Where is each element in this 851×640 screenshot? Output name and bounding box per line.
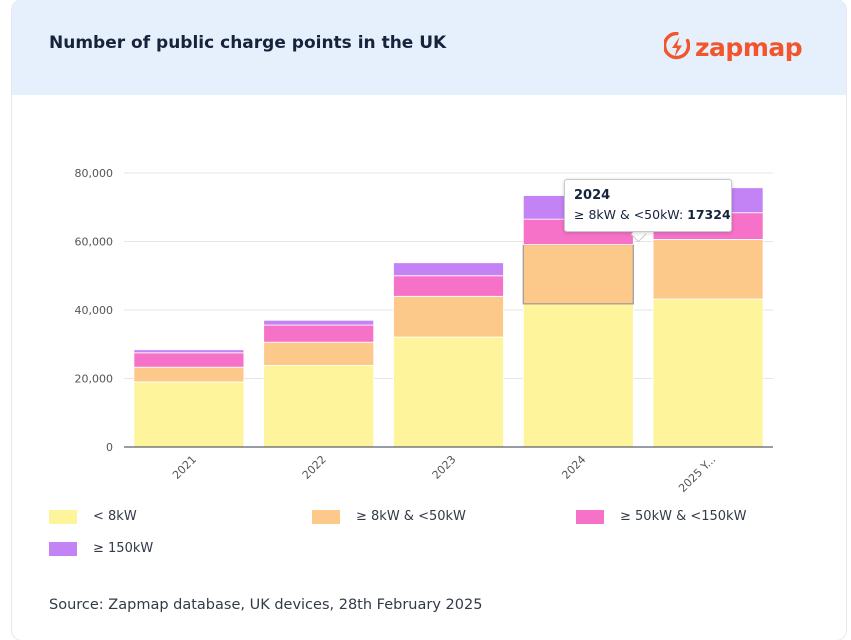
legend-item-lt8kw[interactable]: < 8kW <box>49 509 137 524</box>
bar-segment[interactable] <box>263 324 375 343</box>
y-tick-label: 40,000 <box>75 304 114 317</box>
y-tick-label: 60,000 <box>75 236 114 249</box>
chart-title: Number of public charge points in the UK <box>49 33 447 53</box>
card-header: Number of public charge points in the UK… <box>12 0 846 95</box>
bar-segment[interactable] <box>652 298 764 448</box>
tooltip-line: ≥ 8kW & <50kW: 17324 <box>574 207 731 222</box>
x-tick-label: 2022 <box>300 453 329 482</box>
y-tick-label: 20,000 <box>75 373 114 386</box>
y-tick-label: 0 <box>106 441 113 454</box>
chart-tooltip: 2024 ≥ 8kW & <50kW: 17324 <box>564 179 732 232</box>
legend-label: ≥ 150kW <box>93 541 154 556</box>
bar-segment[interactable] <box>133 366 245 383</box>
bar-segment[interactable] <box>522 303 634 448</box>
legend-label: < 8kW <box>93 509 137 524</box>
bar-segment[interactable] <box>652 239 764 300</box>
bar-segment[interactable] <box>393 336 504 448</box>
x-tick-label: 2021 <box>170 453 199 482</box>
x-tick-label: 2023 <box>430 453 459 482</box>
bar-segment[interactable] <box>263 341 375 366</box>
bar-segment[interactable] <box>522 243 634 305</box>
legend-label: ≥ 50kW & <150kW <box>620 509 747 524</box>
tooltip-title: 2024 <box>574 188 611 203</box>
bar-segment[interactable] <box>133 352 245 368</box>
bar-segment[interactable] <box>393 295 504 338</box>
bolt-icon <box>664 32 690 60</box>
legend-swatch <box>49 509 77 524</box>
bar-segment[interactable] <box>393 275 504 297</box>
tooltip-label: ≥ 8kW & <50kW: <box>574 207 684 222</box>
legend-item-150kw[interactable]: ≥ 150kW <box>49 541 153 556</box>
tooltip-value: 17324 <box>687 207 731 222</box>
bar-segment[interactable] <box>263 319 375 326</box>
y-tick-label: 80,000 <box>75 167 114 180</box>
legend-swatch <box>49 541 77 556</box>
bar-segment[interactable] <box>263 365 375 448</box>
legend-label: ≥ 8kW & <50kW <box>356 509 466 524</box>
logo-text: zapmap <box>695 32 803 62</box>
legend-item-50-150kw[interactable]: ≥ 50kW & <150kW <box>576 509 746 524</box>
zapmap-logo[interactable]: zapmap <box>664 30 803 64</box>
bar-segment[interactable] <box>393 262 504 277</box>
legend-item-8-50kw[interactable]: ≥ 8kW & <50kW <box>312 509 466 524</box>
bar-segment[interactable] <box>133 381 245 448</box>
x-tick-label: 2024 <box>559 453 588 482</box>
legend-swatch <box>576 509 604 524</box>
source-note: Source: Zapmap database, UK devices, 28t… <box>49 597 483 613</box>
x-tick-label: 2025 Y... <box>676 453 718 495</box>
bar-segment[interactable] <box>133 349 245 354</box>
legend-swatch <box>312 509 340 524</box>
